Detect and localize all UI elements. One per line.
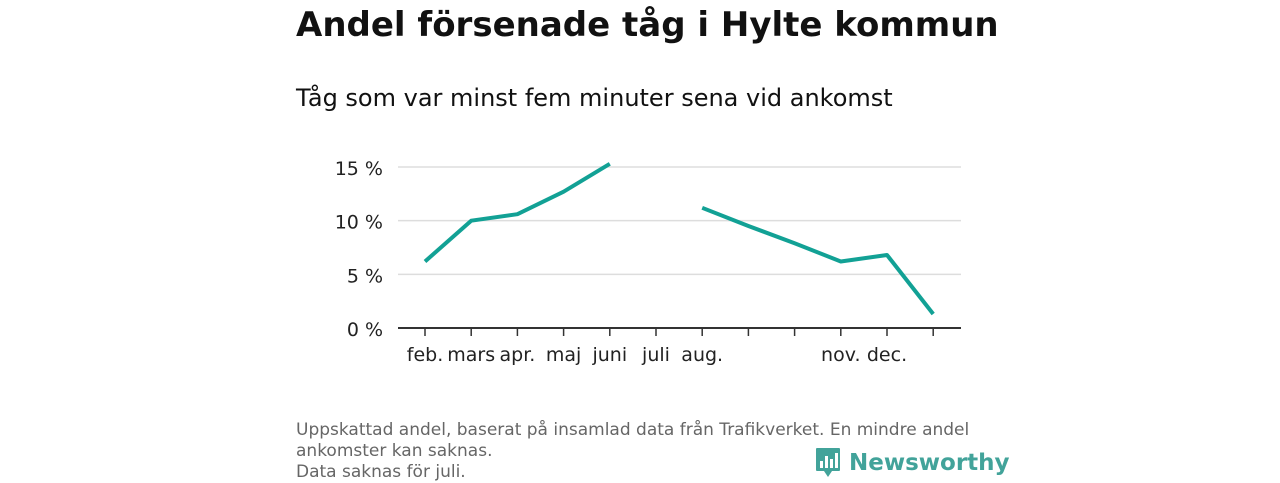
series-lines	[423, 162, 935, 316]
chart-subtitle: Tåg som var minst fem minuter sena vid a…	[296, 84, 893, 112]
x-tick-label: aug.	[681, 344, 723, 366]
y-tick-label: 10 %	[335, 212, 383, 234]
newsworthy-logo: Newsworthy	[815, 446, 1010, 480]
x-tick-label: juni	[591, 344, 627, 366]
footnote-line: Uppskattad andel, baserat på insamlad da…	[296, 420, 970, 440]
bar-chart-speech-bubble-icon	[816, 448, 840, 477]
chart-title: Andel försenade tåg i Hylte kommun	[296, 5, 999, 45]
y-tick-label: 15 %	[335, 158, 383, 180]
x-tick-label: nov.	[821, 344, 860, 366]
footnote-line: ankomster kan saknas.	[296, 441, 493, 461]
y-tick-label: 5 %	[347, 265, 383, 287]
series-line	[423, 162, 611, 263]
series-line	[701, 205, 935, 316]
x-tick-label: mars	[447, 344, 495, 366]
footnote-line: Data saknas för juli.	[296, 462, 466, 482]
x-tick-label: apr.	[499, 344, 535, 366]
x-tick-label: feb.	[407, 344, 443, 366]
y-tick-label: 0 %	[347, 319, 383, 341]
x-tick-label: maj	[546, 344, 581, 366]
y-axis-labels: 0 % 5 % 10 % 15 %	[335, 158, 383, 341]
x-tick-label: juli	[641, 344, 670, 366]
x-axis	[398, 327, 961, 336]
footnote: Uppskattad andel, baserat på insamlad da…	[296, 420, 986, 483]
gridlines	[398, 166, 961, 276]
x-tick-label: dec.	[867, 344, 907, 366]
logo-text: Newsworthy	[849, 450, 1010, 476]
x-axis-labels: feb. mars apr. maj juni juli aug. nov. dec.	[407, 344, 907, 366]
